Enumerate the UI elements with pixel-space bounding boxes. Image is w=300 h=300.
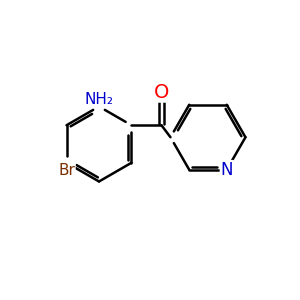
Text: O: O [154, 83, 169, 102]
Text: NH₂: NH₂ [85, 92, 113, 106]
Text: N: N [220, 161, 233, 179]
Text: Br: Br [58, 163, 75, 178]
